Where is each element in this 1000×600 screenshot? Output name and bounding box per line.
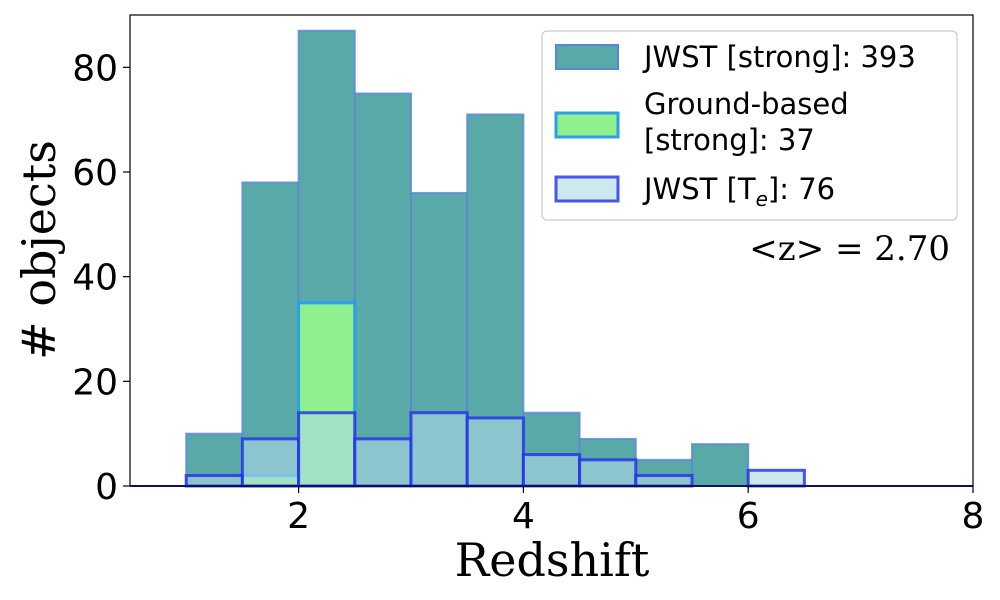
legend-swatch-ground-based xyxy=(554,111,620,139)
bar-jwst-te-3-3.5 xyxy=(409,411,469,488)
bar-jwst-te-3.5-4 xyxy=(465,416,525,488)
y-tick-label: 80 xyxy=(72,48,118,89)
legend-label-jwst-te: JWST [Te]: 76 xyxy=(642,172,835,211)
y-tick-label: 40 xyxy=(72,258,118,299)
legend-label-jwst-te-part1: JWST [T xyxy=(642,172,756,206)
bar-jwst-strong-1.5-2 xyxy=(241,181,300,487)
bar-jwst-strong-2.5-3 xyxy=(353,92,412,487)
bar-jwst-te-6-6.5 xyxy=(746,468,806,488)
bar-jwst-te-2.5-3 xyxy=(353,437,413,488)
bar-jwst-te-1-1.5 xyxy=(184,474,244,488)
bar-jwst-te-5-5.5 xyxy=(634,474,694,488)
legend-label-jwst-te-subscript: e xyxy=(756,187,768,211)
y-tick-label: 0 xyxy=(95,467,118,508)
x-tick-label: 4 xyxy=(512,496,535,537)
mean-redshift-annotation: <z> = 2.70 xyxy=(749,229,950,269)
plot-frame xyxy=(129,14,974,487)
legend-label-ground-based-line1: Ground-based xyxy=(644,87,849,121)
legend-box xyxy=(541,30,958,221)
legend-label-jwst-strong: JWST [strong]: 393 xyxy=(642,40,916,74)
y-axis-label: # objects xyxy=(12,140,66,360)
legend: JWST [strong]: 393 Ground-based [strong]… xyxy=(541,30,958,221)
x-tick-label: 2 xyxy=(287,496,310,537)
x-axis-label: Redshift xyxy=(455,533,650,587)
bar-jwst-te-4-4.5 xyxy=(521,453,582,488)
bar-jwst-te-4.5-5 xyxy=(578,458,638,488)
y-tick-label: 60 xyxy=(72,153,118,194)
legend-swatch-jwst-te xyxy=(554,175,620,203)
bar-jwst-te-2-2.5 xyxy=(297,411,357,488)
legend-label-ground-based-line2: [strong]: 37 xyxy=(644,123,815,157)
legend-label-jwst-te-part2: ]: 76 xyxy=(768,172,835,206)
y-tick-label: 20 xyxy=(72,362,118,403)
legend-swatch-jwst-strong xyxy=(555,44,619,70)
x-tick-label: 8 xyxy=(962,496,985,537)
x-tick-label: 6 xyxy=(737,496,760,537)
bars-layer xyxy=(130,29,973,488)
bar-jwst-strong-5.5-6 xyxy=(691,443,750,487)
bar-jwst-te-1.5-2 xyxy=(240,437,301,488)
